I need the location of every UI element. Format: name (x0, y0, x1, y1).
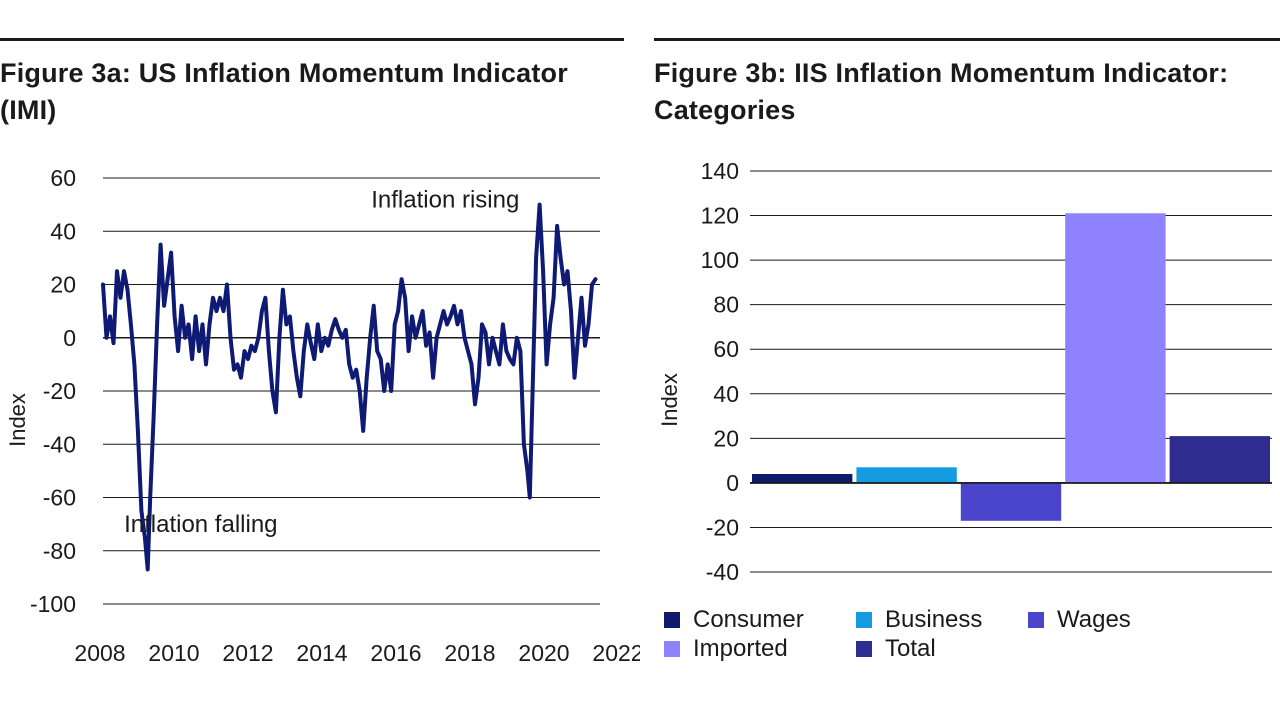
figure-3a-y-tick-label: 60 (50, 165, 76, 191)
legend-swatch (856, 641, 872, 657)
figure-3b-y-tick-label: 40 (713, 381, 739, 407)
legend-swatch (856, 612, 872, 628)
figure-3b-y-tick-label: -40 (706, 559, 739, 585)
figure-3a-x-tick-label: 2018 (444, 640, 495, 666)
figure-3b-y-tick-label: 80 (713, 292, 739, 318)
figure-3a-line-chart: 60 40 20 0 -20 -40 -60 -80 -100 2008 2010 2012 2014 2… (5, 165, 640, 666)
annotation-inflation-rising: Inflation rising (371, 186, 519, 213)
legend-label: Total (885, 635, 936, 662)
annotation-inflation-falling: Inflation falling (124, 511, 277, 538)
figure-3a-x-tick-label: 2022 (592, 640, 640, 666)
figure-3b-bar-total (1169, 436, 1270, 483)
legend-label: Consumer (693, 606, 804, 633)
figure-3b-y-tick-label: 0 (726, 470, 739, 496)
figure-3a-x-tick-label: 2016 (370, 640, 421, 666)
figure-3a-y-tick-label: 0 (63, 325, 76, 351)
figure-3a-top-rule (0, 38, 624, 41)
figure-3b-y-axis-label: Index (657, 373, 682, 427)
figure-3b-bar-consumer (752, 474, 853, 483)
legend-label: Business (885, 606, 983, 633)
figure-3a-y-tick-label: 40 (50, 218, 76, 244)
legend-item-wages: Wages (1028, 606, 1131, 634)
legend-item-imported: Imported (664, 635, 788, 663)
figure-3a-x-tick-label: 2014 (296, 640, 347, 666)
legend-swatch (664, 612, 680, 628)
legend-item-consumer: Consumer (664, 606, 804, 634)
figure-3a-x-tick-label: 2020 (518, 640, 569, 666)
figure-3b-y-tick-label: 120 (701, 203, 739, 229)
figure-3a-y-tick-label: -40 (43, 431, 76, 457)
legend-item-total: Total (856, 635, 936, 663)
figure-3b-y-tick-label: -20 (706, 514, 739, 540)
figure-3b-y-tick-label: 20 (713, 425, 739, 451)
legend-swatch (664, 641, 680, 657)
figure-3b-header: Figure 3b: IIS Inflation Momentum Indica… (654, 38, 1280, 129)
figure-3a-y-tick-label: -20 (43, 378, 76, 404)
figure-3b-top-rule (654, 38, 1280, 41)
figure-3b-y-tick-label: 100 (701, 247, 739, 273)
figure-3a-title: Figure 3a: US Inflation Momentum Indicat… (0, 58, 568, 125)
figure-3a-x-tick-label: 2012 (222, 640, 273, 666)
figure-3a-y-tick-label: 20 (50, 272, 76, 298)
figure-3a-y-tick-label: -80 (43, 538, 76, 564)
figure-3b-y-tick-label: 60 (713, 336, 739, 362)
legend-label: Imported (693, 635, 788, 662)
legend-swatch (1028, 612, 1044, 628)
figure-3b-y-tick-label: 140 (701, 158, 739, 184)
figure-3a-y-axis-label: Index (5, 393, 30, 447)
figure-3b-title: Figure 3b: IIS Inflation Momentum Indica… (654, 58, 1229, 125)
legend-item-business: Business (856, 606, 982, 634)
figure-3a-x-tick-label: 2008 (74, 640, 125, 666)
figure-3b-bar-imported (1065, 213, 1166, 483)
legend-label: Wages (1057, 606, 1131, 633)
figure-3b-bar-business (856, 467, 957, 483)
figure-3a-imi-series-line (101, 202, 598, 572)
figure-3a-y-tick-label: -100 (30, 591, 76, 617)
figure-3a-x-tick-label: 2010 (148, 640, 199, 666)
figure-3a-header: Figure 3a: US Inflation Momentum Indicat… (0, 38, 624, 129)
figure-3b-bar-wages (960, 482, 1062, 521)
figure-3a-y-tick-label: -60 (43, 485, 76, 511)
